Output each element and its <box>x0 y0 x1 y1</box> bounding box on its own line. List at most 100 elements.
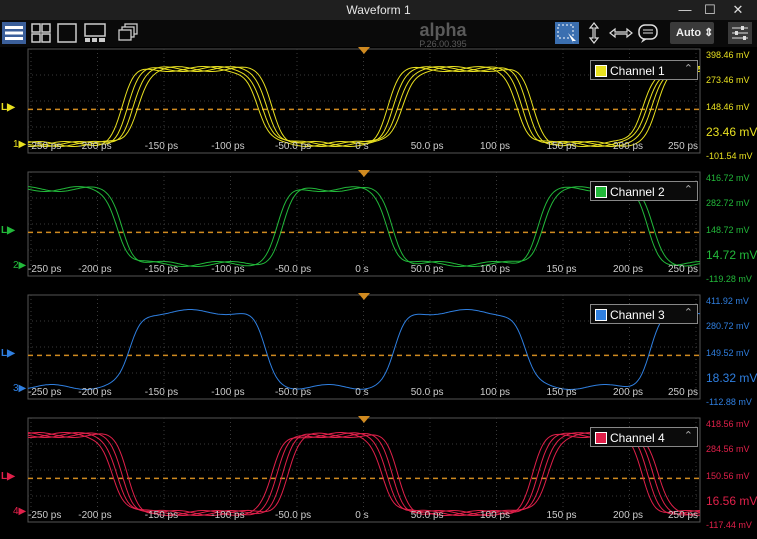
time-tick-label: 50.0 ps <box>410 264 444 275</box>
brand-name: alpha <box>419 20 467 40</box>
settings-sliders-icon[interactable] <box>728 22 752 44</box>
time-tick-label: 200 ps <box>613 264 644 275</box>
vertical-scale-label: 284.56 mV <box>706 444 750 454</box>
time-tick-label: 250 ps <box>668 387 699 398</box>
time-tick-label: -100 ps <box>211 510 245 521</box>
time-tick-label: 50.0 ps <box>410 141 444 152</box>
grid-layout-icon[interactable] <box>30 22 52 44</box>
waveform-plot[interactable] <box>0 416 757 539</box>
time-tick-label: 0 s <box>355 387 369 398</box>
vertical-scale-label: -119.28 mV <box>706 274 752 284</box>
channel-panel-3[interactable]: L▶ 3▶ Channel 3 ⌃ 411.92 mV 280.72 mV 149.52 m… <box>0 293 757 416</box>
channel-legend[interactable]: Channel 4 ⌃ <box>590 427 698 447</box>
collapse-chevron-icon[interactable]: ⌃ <box>683 184 693 196</box>
time-tick-label: -100 ps <box>211 264 245 275</box>
waveform-trace <box>27 186 701 267</box>
time-tick-label: 200 ps <box>613 387 644 398</box>
channel-marker[interactable]: 1▶ <box>13 139 27 150</box>
time-tick-label: 100 ps <box>480 141 511 152</box>
vertical-scale-label: 18.32 mV <box>706 371 757 385</box>
time-tick-label: -200 ps <box>78 141 112 152</box>
waveform-trace <box>27 65 701 147</box>
channel-panel-2[interactable]: L▶ 2▶ Channel 2 ⌃ 416.72 mV 282.72 mV 148.72 m… <box>0 170 757 293</box>
time-tick-label: 250 ps <box>668 264 699 275</box>
vertical-scale-label: 148.46 mV <box>706 102 750 112</box>
waveform-plot[interactable] <box>0 170 757 293</box>
channel-color-swatch <box>595 186 607 198</box>
waveform-trace <box>27 432 701 516</box>
collapse-chevron-icon[interactable]: ⌃ <box>683 307 693 319</box>
time-tick-label: -150 ps <box>144 264 179 275</box>
channel-name: Channel 3 <box>610 308 665 322</box>
stacked-windows-icon[interactable] <box>116 22 140 44</box>
collapse-chevron-icon[interactable]: ⌃ <box>683 63 693 75</box>
vertical-scale-label: 148.72 mV <box>706 225 750 235</box>
vertical-scale-label: -112.88 mV <box>706 397 752 407</box>
time-tick-label: -150 ps <box>144 510 179 521</box>
time-tick-label: 100 ps <box>480 510 511 521</box>
time-tick-label: 0 s <box>355 510 369 521</box>
channel-marker[interactable]: 4▶ <box>13 506 27 517</box>
rows-layout-icon[interactable] <box>2 22 26 44</box>
window-title: Waveform 1 <box>346 3 411 17</box>
close-icon[interactable]: ✕ <box>732 2 744 17</box>
channel-legend[interactable]: Channel 1 ⌃ <box>590 60 698 80</box>
waveform-plot[interactable] <box>0 293 757 416</box>
vertical-scale-label: 16.56 mV <box>706 494 757 508</box>
channel-color-swatch <box>595 65 607 77</box>
auto-arrows-icon: ⇕ <box>704 27 714 39</box>
maximize-icon[interactable]: ☐ <box>704 2 716 17</box>
channel-marker[interactable]: 2▶ <box>13 260 27 271</box>
time-tick-label: -200 ps <box>78 387 112 398</box>
time-tick-label: -100 ps <box>211 387 245 398</box>
channel-name: Channel 2 <box>610 185 665 199</box>
time-tick-label: 100 ps <box>480 387 511 398</box>
waveform-trace <box>27 66 701 147</box>
channel-panel-1[interactable]: L▶ 1▶ Channel 1 ⌃ 398.46 mV 273.46 mV 148.46 m… <box>0 47 757 170</box>
channel-name: Channel 1 <box>610 64 665 78</box>
time-tick-label: 100 ps <box>480 264 511 275</box>
auto-label: Auto <box>676 27 702 39</box>
collapse-chevron-icon[interactable]: ⌃ <box>683 430 693 442</box>
vertical-scale-label: 411.92 mV <box>706 296 749 306</box>
level-marker[interactable]: L▶ <box>1 102 15 114</box>
vertical-scale-label: 23.46 mV <box>706 125 757 139</box>
auto-button[interactable]: Auto ⇕ <box>670 22 714 44</box>
channel-color-swatch <box>595 309 607 321</box>
split-layout-icon[interactable] <box>83 22 107 44</box>
vertical-scale-label: 280.72 mV <box>706 321 750 331</box>
toolbar <box>0 20 757 47</box>
channel-legend[interactable]: Channel 2 ⌃ <box>590 181 698 201</box>
time-tick-label: -200 ps <box>78 264 112 275</box>
vertical-scale-label: 150.56 mV <box>706 471 750 481</box>
time-tick-label: 200 ps <box>613 510 644 521</box>
minimize-icon[interactable]: — <box>678 2 692 17</box>
channel-legend[interactable]: Channel 3 ⌃ <box>590 304 698 324</box>
time-tick-label: -50.0 ps <box>275 510 312 521</box>
vertical-scale-label: 273.46 mV <box>706 75 750 85</box>
time-tick-label: 150 ps <box>546 387 577 398</box>
vertical-scale-label: 282.72 mV <box>706 198 750 208</box>
channel-panel-4[interactable]: L▶ 4▶ Channel 4 ⌃ 418.56 mV 284.56 mV 150.56 m… <box>0 416 757 539</box>
time-tick-label: -150 ps <box>144 387 179 398</box>
brand-version: P.26.00.395 <box>419 39 467 49</box>
vertical-scale-label: -101.54 mV <box>706 151 753 161</box>
brand-logo: alpha P.26.00.395 <box>408 20 478 49</box>
level-marker[interactable]: L▶ <box>1 348 15 360</box>
time-tick-label: -200 ps <box>78 510 112 521</box>
vertical-scale-label: -117.44 mV <box>706 520 752 530</box>
single-layout-icon[interactable] <box>56 22 78 44</box>
waveform-trace <box>27 432 701 516</box>
waveform-trace <box>27 309 701 391</box>
vertical-scale-label: 398.46 mV <box>706 50 750 60</box>
annotation-icon[interactable] <box>637 22 659 44</box>
trigger-marker <box>358 47 370 54</box>
channel-marker[interactable]: 3▶ <box>13 383 27 394</box>
waveform-plot[interactable] <box>0 47 757 170</box>
level-marker[interactable]: L▶ <box>1 471 15 483</box>
level-marker[interactable]: L▶ <box>1 225 15 237</box>
vertical-cursor-icon[interactable] <box>584 22 604 44</box>
waveform-trace <box>27 186 701 267</box>
horizontal-cursor-icon[interactable] <box>609 22 633 44</box>
select-zoom-icon[interactable] <box>555 22 579 44</box>
